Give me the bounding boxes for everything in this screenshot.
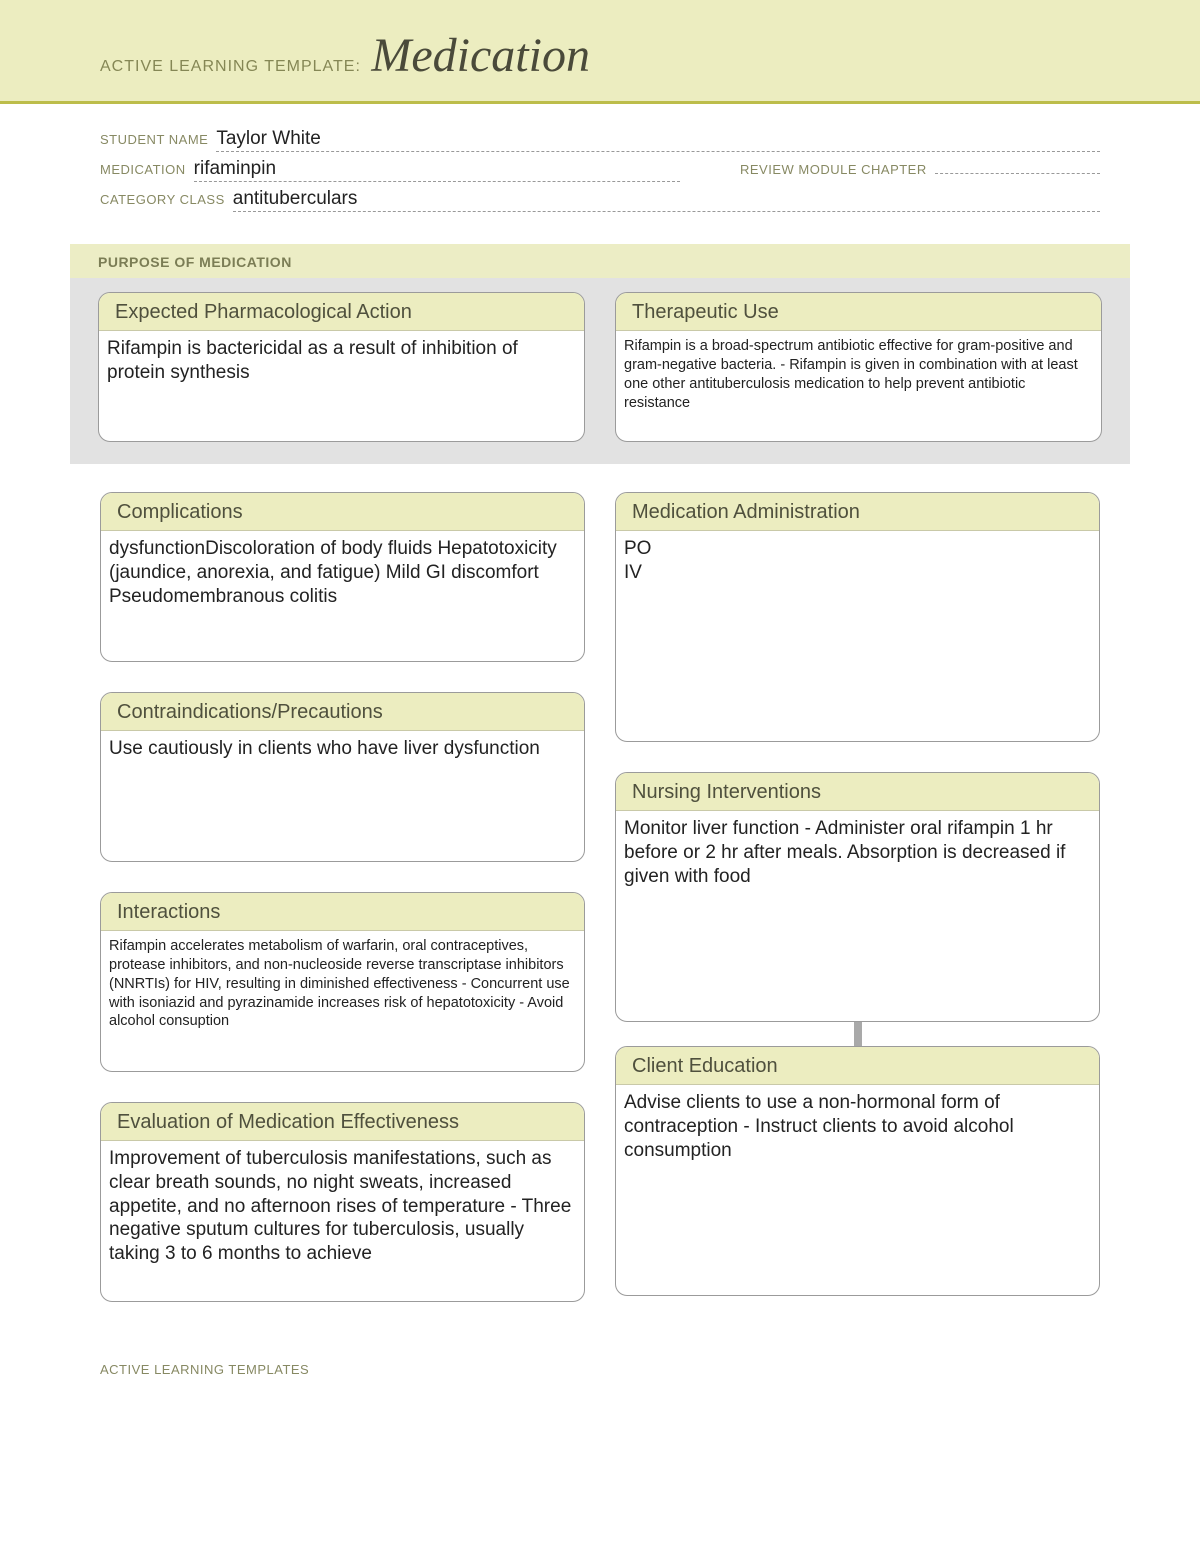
card-body: dysfunctionDiscoloration of body fluids … <box>101 531 584 618</box>
review-value <box>935 172 1100 174</box>
card-contraindications: Contraindications/Precautions Use cautio… <box>100 692 585 862</box>
card-body: Rifampin is a broad-spectrum antibiotic … <box>616 331 1101 422</box>
card-interactions: Interactions Rifampin accelerates metabo… <box>100 892 585 1072</box>
card-title: Medication Administration <box>616 493 1099 531</box>
card-body: Monitor liver function - Administer oral… <box>616 811 1099 898</box>
card-title: Client Education <box>616 1047 1099 1085</box>
card-evaluation: Evaluation of Medication Effectiveness I… <box>100 1102 585 1302</box>
card-title: Nursing Interventions <box>616 773 1099 811</box>
student-name-label: STUDENT NAME <box>100 132 208 147</box>
card-title: Expected Pharmacological Action <box>99 293 584 331</box>
category-value: antituberculars <box>233 188 1100 212</box>
card-title: Evaluation of Medication Effectiveness <box>101 1103 584 1141</box>
page: ACTIVE LEARNING TEMPLATE: Medication STU… <box>0 0 1200 1417</box>
card-title: Contraindications/Precautions <box>101 693 584 731</box>
medication-value: rifaminpin <box>194 158 680 182</box>
card-pharm-action: Expected Pharmacological Action Rifampin… <box>98 292 585 442</box>
grid: Complications dysfunctionDiscoloration o… <box>0 464 1200 1332</box>
meta-block: STUDENT NAME Taylor White MEDICATION rif… <box>0 104 1200 228</box>
card-body: Rifampin accelerates metabolism of warfa… <box>101 931 584 1041</box>
left-column: Complications dysfunctionDiscoloration o… <box>100 492 585 1332</box>
connector-line <box>854 1022 862 1046</box>
card-body: Advise clients to use a non-hormonal for… <box>616 1085 1099 1172</box>
card-therapeutic-use: Therapeutic Use Rifampin is a broad-spec… <box>615 292 1102 442</box>
card-nursing-interventions: Nursing Interventions Monitor liver func… <box>615 772 1100 1022</box>
medication-label: MEDICATION <box>100 162 186 177</box>
right-column: Medication Administration PO IV Nursing … <box>615 492 1100 1332</box>
banner: ACTIVE LEARNING TEMPLATE: Medication <box>0 0 1200 104</box>
card-body: Rifampin is bactericidal as a result of … <box>99 331 584 395</box>
banner-title: Medication <box>371 29 590 82</box>
footer: ACTIVE LEARNING TEMPLATES <box>0 1332 1200 1377</box>
card-body: Use cautiously in clients who have liver… <box>101 731 584 771</box>
banner-label: ACTIVE LEARNING TEMPLATE: <box>100 58 361 75</box>
student-name-value: Taylor White <box>216 128 1100 152</box>
category-label: CATEGORY CLASS <box>100 192 225 207</box>
card-body: PO IV <box>616 531 1099 595</box>
card-client-education: Client Education Advise clients to use a… <box>615 1046 1100 1296</box>
purpose-section: PURPOSE OF MEDICATION Expected Pharmacol… <box>70 244 1130 464</box>
purpose-header: PURPOSE OF MEDICATION <box>70 244 1130 278</box>
card-title: Complications <box>101 493 584 531</box>
card-title: Interactions <box>101 893 584 931</box>
review-label: REVIEW MODULE CHAPTER <box>740 162 927 177</box>
card-title: Therapeutic Use <box>616 293 1101 331</box>
card-med-admin: Medication Administration PO IV <box>615 492 1100 742</box>
card-body: Improvement of tuberculosis manifestatio… <box>101 1141 584 1276</box>
card-complications: Complications dysfunctionDiscoloration o… <box>100 492 585 662</box>
